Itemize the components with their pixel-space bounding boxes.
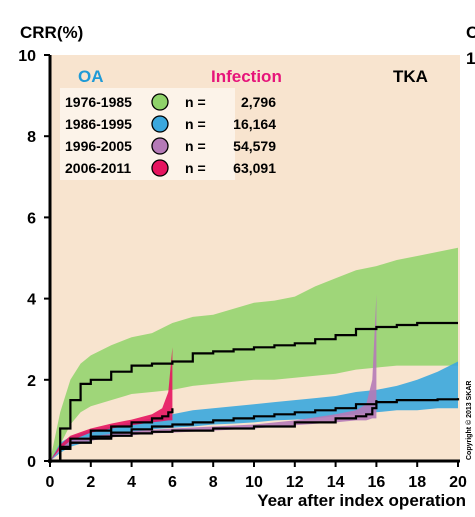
legend-period: 2006-2011 xyxy=(65,160,131,176)
legend-n-value: 54,579 xyxy=(233,138,276,154)
right-edge-label-top: C xyxy=(466,23,475,42)
legend-n-label: n = xyxy=(185,116,206,132)
x-tick-label: 16 xyxy=(368,474,386,491)
band-2006-2011 xyxy=(50,347,173,461)
legend-marker xyxy=(151,93,169,111)
y-tick-label: 8 xyxy=(27,129,36,146)
title-oa: OA xyxy=(78,67,104,86)
x-axis-title: Year after index operation xyxy=(257,491,466,510)
x-tick-label: 20 xyxy=(449,474,467,491)
x-tick-label: 12 xyxy=(286,474,304,491)
y-tick-label: 2 xyxy=(27,373,36,390)
line-1996-2005 xyxy=(50,400,378,463)
legend-period: 1976-1985 xyxy=(65,94,132,110)
copyright-text: Copyright © 2013 SKAR xyxy=(465,381,473,460)
band-1986-1995 xyxy=(50,361,458,461)
x-tick-label: 14 xyxy=(327,474,345,491)
y-tick-label: 10 xyxy=(18,48,36,65)
legend: 1976-1985 n = 2,796 1986-1995 n = 16,164 1996-… xyxy=(60,88,276,180)
title-tka: TKA xyxy=(393,67,428,86)
legend-n-value: 63,091 xyxy=(233,160,276,176)
legend-marker xyxy=(151,115,169,133)
legend-marker xyxy=(151,137,169,155)
title-infection: Infection xyxy=(211,67,282,86)
legend-period: 1986-1995 xyxy=(65,116,132,132)
y-axis-ticks: 0 2 4 6 8 10 xyxy=(18,48,50,471)
legend-period: 1996-2005 xyxy=(65,138,132,154)
line-2006-2011 xyxy=(50,408,174,463)
x-tick-label: 18 xyxy=(408,474,426,491)
band-1976-1985 xyxy=(50,247,458,461)
x-tick-label: 0 xyxy=(46,474,55,491)
x-tick-label: 4 xyxy=(127,474,136,491)
legend-n-label: n = xyxy=(185,94,206,110)
y-tick-label: 6 xyxy=(27,210,36,227)
y-tick-label: 0 xyxy=(27,454,36,471)
legend-n-label: n = xyxy=(185,160,206,176)
line-1976-1985 xyxy=(50,321,458,463)
x-tick-label: 8 xyxy=(209,474,218,491)
x-axis-ticks: 0 2 4 6 8 10 12 14 16 18 20 xyxy=(46,461,467,491)
series-lines xyxy=(50,321,460,463)
x-tick-label: 6 xyxy=(168,474,177,491)
line-1986-1995 xyxy=(50,398,460,463)
right-edge-label-bottom: 1 xyxy=(466,49,475,68)
x-tick-label: 2 xyxy=(86,474,95,491)
legend-n-value: 2,796 xyxy=(241,94,276,110)
legend-n-label: n = xyxy=(185,138,206,154)
legend-marker xyxy=(151,159,169,177)
x-tick-label: 10 xyxy=(245,474,263,491)
y-axis-title: CRR(%) xyxy=(20,23,83,42)
legend-n-value: 16,164 xyxy=(233,116,276,132)
legend-background xyxy=(60,88,235,180)
y-tick-label: 4 xyxy=(27,292,36,309)
